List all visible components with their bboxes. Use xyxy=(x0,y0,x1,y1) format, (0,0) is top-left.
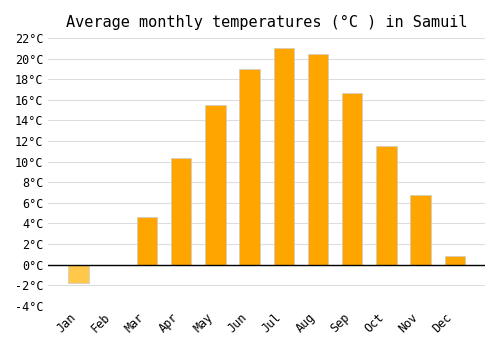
Bar xyxy=(68,265,88,283)
Bar xyxy=(171,158,192,265)
Bar xyxy=(410,195,431,265)
Bar xyxy=(240,69,260,265)
Bar xyxy=(205,105,226,265)
Bar xyxy=(342,93,362,265)
Bar xyxy=(308,54,328,265)
Bar xyxy=(376,146,396,265)
Bar xyxy=(444,257,465,265)
Bar xyxy=(274,48,294,265)
Bar xyxy=(136,217,157,265)
Title: Average monthly temperatures (°C ) in Samuil: Average monthly temperatures (°C ) in Sa… xyxy=(66,15,468,30)
